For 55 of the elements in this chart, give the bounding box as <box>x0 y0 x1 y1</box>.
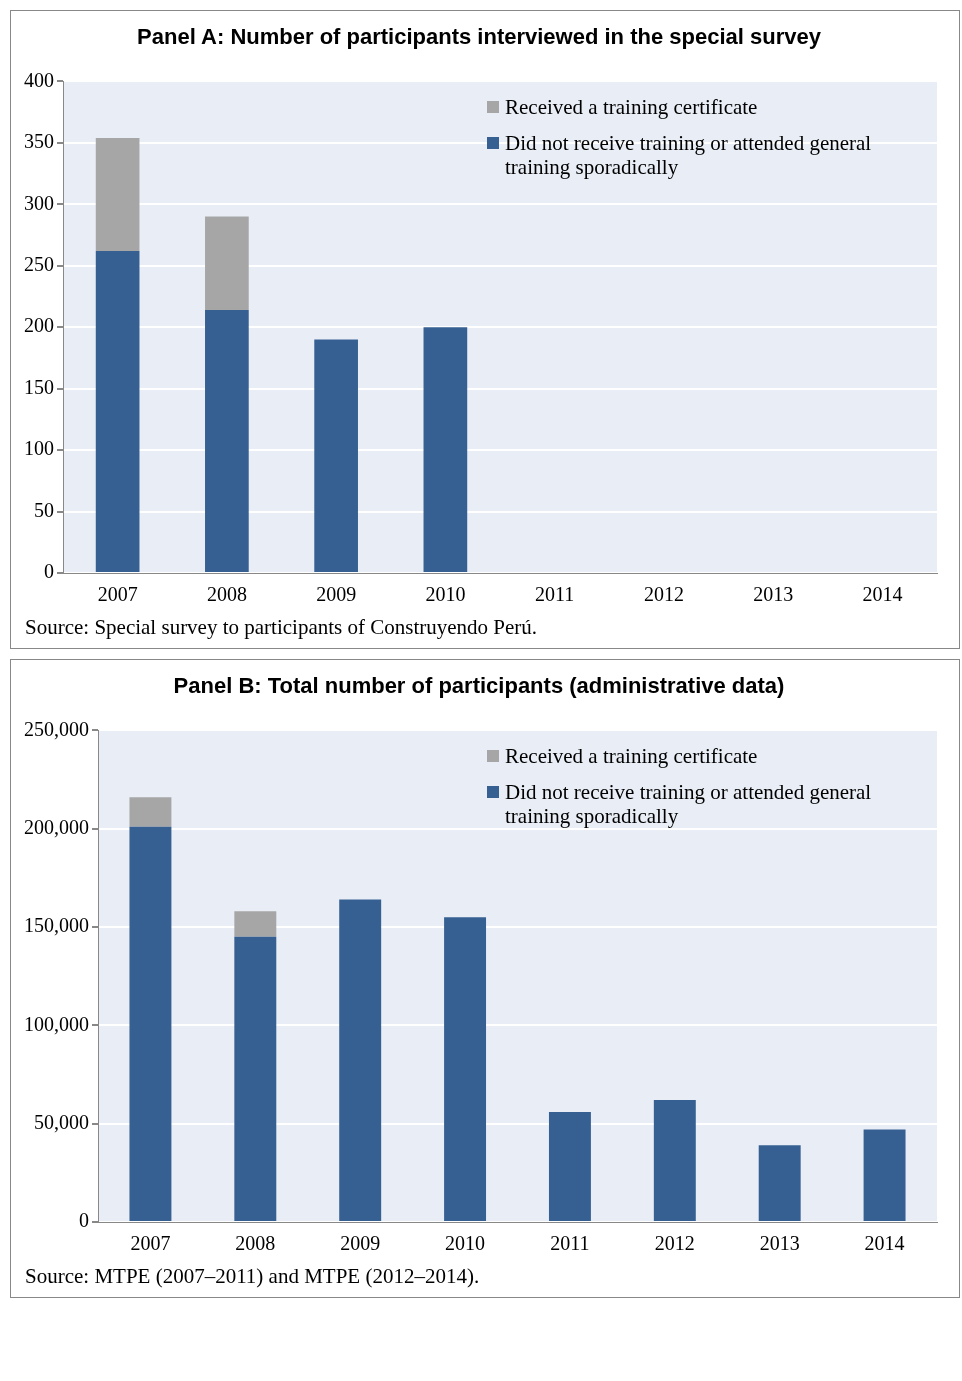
bar <box>863 1129 906 1221</box>
legend-label: Received a training certificate <box>505 744 758 769</box>
bar <box>95 137 140 251</box>
legend-label: Did not receive training or attended general training sporadically <box>505 131 873 180</box>
y-tick-label: 200,000 <box>24 815 89 838</box>
bar <box>339 899 382 1221</box>
y-tick-label: 50,000 <box>34 1110 89 1133</box>
legend-label: Did not receive training or attended general training sporadically <box>505 780 873 829</box>
x-tick-label: 2014 <box>864 1232 905 1255</box>
y-tick-label: 0 <box>79 1209 89 1232</box>
legend-label: Received a training certificate <box>505 95 758 120</box>
bar <box>548 1111 591 1221</box>
bar <box>234 911 277 937</box>
bar <box>95 251 140 572</box>
bar <box>423 327 468 572</box>
x-tick-label: 2010 <box>425 583 466 606</box>
x-tick-label: 2007 <box>130 1232 171 1255</box>
bar <box>314 339 358 572</box>
source-note: Source: MTPE (2007–2011) and MTPE (2012–2014). <box>24 1263 481 1290</box>
bar <box>129 797 172 827</box>
y-tick-label: 150,000 <box>24 914 89 937</box>
x-tick-label: 2007 <box>97 583 138 606</box>
x-tick-label: 2012 <box>654 1232 695 1255</box>
x-tick-label: 2014 <box>862 583 903 606</box>
bar <box>129 826 172 1221</box>
x-tick-label: 2012 <box>643 583 684 606</box>
x-tick-label: 2011 <box>550 1232 590 1255</box>
chart-title: Panel A: Number of participants interviewed in the special survey <box>137 24 822 50</box>
bar <box>444 917 487 1221</box>
x-tick-label: 2011 <box>534 583 575 606</box>
bar <box>234 936 277 1221</box>
y-tick-label: 300 <box>24 191 54 214</box>
y-tick-label: 350 <box>24 130 54 153</box>
bar <box>205 216 249 310</box>
x-tick-label: 2009 <box>316 583 357 606</box>
bar <box>758 1145 801 1221</box>
bar <box>205 309 249 572</box>
y-tick-label: 400 <box>24 68 54 91</box>
y-tick-label: 100 <box>24 437 54 460</box>
y-tick-label: 250,000 <box>24 717 89 740</box>
bar <box>653 1100 696 1221</box>
source-note: Source: Special survey to participants of Construyendo Perú. <box>24 614 539 641</box>
x-tick-label: 2013 <box>759 1232 800 1255</box>
y-tick-label: 50 <box>34 498 54 521</box>
x-tick-label: 2008 <box>206 583 247 606</box>
y-tick-label: 0 <box>44 560 54 583</box>
y-tick-label: 100,000 <box>24 1012 89 1035</box>
x-tick-label: 2010 <box>445 1232 486 1255</box>
y-tick-label: 250 <box>24 253 54 275</box>
y-tick-label: 150 <box>24 375 54 398</box>
x-tick-label: 2009 <box>340 1232 381 1255</box>
y-tick-label: 200 <box>24 314 54 337</box>
x-tick-label: 2013 <box>753 583 794 606</box>
x-tick-label: 2008 <box>235 1232 276 1255</box>
chart-title: Panel B: Total number of participants (administrative data) <box>173 673 785 699</box>
